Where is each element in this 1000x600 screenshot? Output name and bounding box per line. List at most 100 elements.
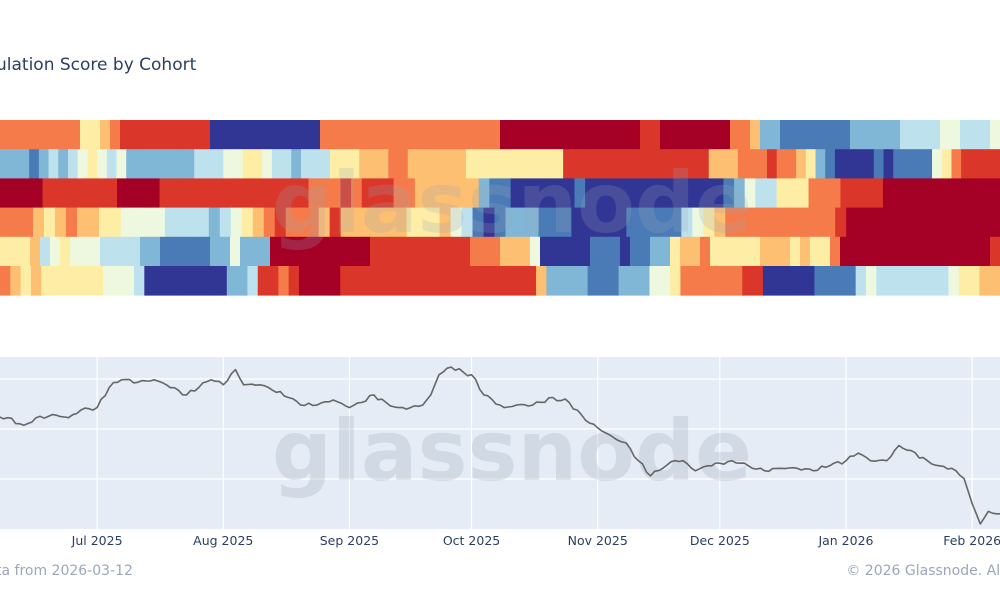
heatmap-cell: [505, 207, 518, 238]
heatmap-cell: [783, 266, 795, 296]
heatmap-cell: [820, 120, 831, 150]
heatmap-cell: [393, 178, 405, 208]
heatmap-cell: [793, 266, 805, 296]
heatmap-cell: [29, 149, 40, 179]
heatmap-cell: [825, 149, 836, 179]
heatmap-cell: [160, 120, 171, 150]
heatmap-cell: [659, 266, 671, 296]
heatmap-cell: [868, 207, 880, 238]
heatmap-cell: [590, 120, 601, 150]
heatmap-cell: [791, 207, 803, 238]
heatmap-cell: [890, 120, 901, 150]
heatmap-cell: [731, 266, 743, 296]
heatmap-cell: [420, 120, 431, 150]
heatmap-cell: [660, 120, 671, 150]
heatmap-cell: [660, 149, 671, 179]
x-tick-label: Jan 2026: [817, 533, 873, 548]
heatmap-cell: [436, 149, 448, 179]
heatmap-cell: [542, 178, 554, 208]
heatmap-cell: [690, 120, 701, 150]
heatmap-cell: [480, 120, 491, 150]
heatmap-cell: [840, 236, 851, 267]
heatmap-cell: [417, 149, 428, 179]
heatmap-cell: [571, 207, 584, 238]
heatmap-cell: [410, 120, 421, 150]
heatmap-cell: [679, 149, 690, 179]
heatmap-cell: [505, 266, 517, 296]
heatmap-cell: [769, 207, 781, 238]
heatmap-cell: [553, 178, 565, 208]
heatmap-cell: [846, 207, 858, 238]
heatmap-cell: [648, 178, 661, 208]
heatmap-cell: [600, 236, 611, 267]
heatmap-cell: [150, 236, 161, 267]
heatmap-cell: [453, 266, 465, 296]
heatmap-cell: [165, 149, 176, 179]
heatmap-cell: [844, 149, 855, 179]
heatmap-cell: [957, 178, 969, 208]
heatmap-cell: [587, 266, 599, 296]
heatmap-cell: [262, 149, 273, 179]
heatmap-cell: [330, 120, 341, 150]
heatmap-cell: [140, 120, 151, 150]
heatmap-cell: [730, 120, 741, 150]
heatmap-cell: [190, 236, 201, 267]
heatmap-cell: [138, 178, 150, 208]
heatmap-cell: [233, 149, 244, 179]
heatmap-cell: [590, 236, 601, 267]
heatmap-cell: [861, 178, 873, 208]
heatmap-cell: [660, 236, 671, 267]
heatmap-cell: [70, 236, 81, 267]
heatmap-cell: [990, 236, 1000, 267]
heatmap-cell: [340, 178, 352, 208]
heatmap-cell: [601, 149, 613, 179]
heatmap-cell: [941, 149, 953, 179]
heatmap-cell: [20, 266, 32, 296]
heatmap-cell: [712, 178, 725, 208]
heatmap-cell: [200, 236, 211, 267]
heatmap-cell: [319, 266, 331, 296]
heatmap-cell: [648, 207, 660, 238]
heatmap-cell: [930, 236, 941, 267]
heatmap-cell: [930, 120, 941, 150]
heatmap-cell: [170, 236, 181, 267]
heatmap-cell: [219, 207, 232, 238]
heatmap-cell: [92, 266, 104, 296]
heatmap-cell: [309, 266, 321, 296]
heatmap-cell: [285, 207, 298, 238]
heatmap-cell: [412, 266, 424, 296]
heatmap-cell: [934, 207, 946, 238]
heatmap-cell: [800, 120, 811, 150]
heatmap-cell: [290, 236, 301, 267]
heatmap-cell: [968, 178, 980, 208]
heatmap-cell: [402, 266, 413, 296]
heatmap-cell: [504, 149, 516, 179]
heatmap-cell: [747, 207, 759, 238]
heatmap-cell: [50, 236, 61, 267]
heatmap-cell: [244, 178, 256, 208]
heatmap-cell: [580, 236, 591, 267]
heatmap-cell: [190, 120, 201, 150]
heatmap-cell: [670, 178, 682, 208]
heatmap-cell: [329, 178, 342, 208]
heatmap-cell: [870, 236, 881, 267]
heatmap-cell: [577, 266, 589, 296]
heatmap-cell: [130, 120, 141, 150]
heatmap-cell: [920, 236, 931, 267]
heatmap-cell: [388, 149, 399, 179]
heatmap-cell: [210, 120, 221, 150]
heatmap-cell: [810, 236, 821, 267]
heatmap-cell: [85, 178, 97, 208]
heatmap-cell: [490, 236, 501, 267]
heatmap-cell: [626, 207, 638, 238]
heatmap-cell: [340, 207, 353, 238]
heatmap-cell: [223, 178, 235, 208]
heatmap-cell: [320, 236, 331, 267]
heatmap-cell: [810, 120, 821, 150]
heatmap-cell: [514, 149, 525, 179]
heatmap-cell: [185, 266, 197, 296]
heatmap-cell: [87, 149, 98, 179]
heatmap-cell: [280, 236, 291, 267]
heatmap-cell: [230, 120, 241, 150]
